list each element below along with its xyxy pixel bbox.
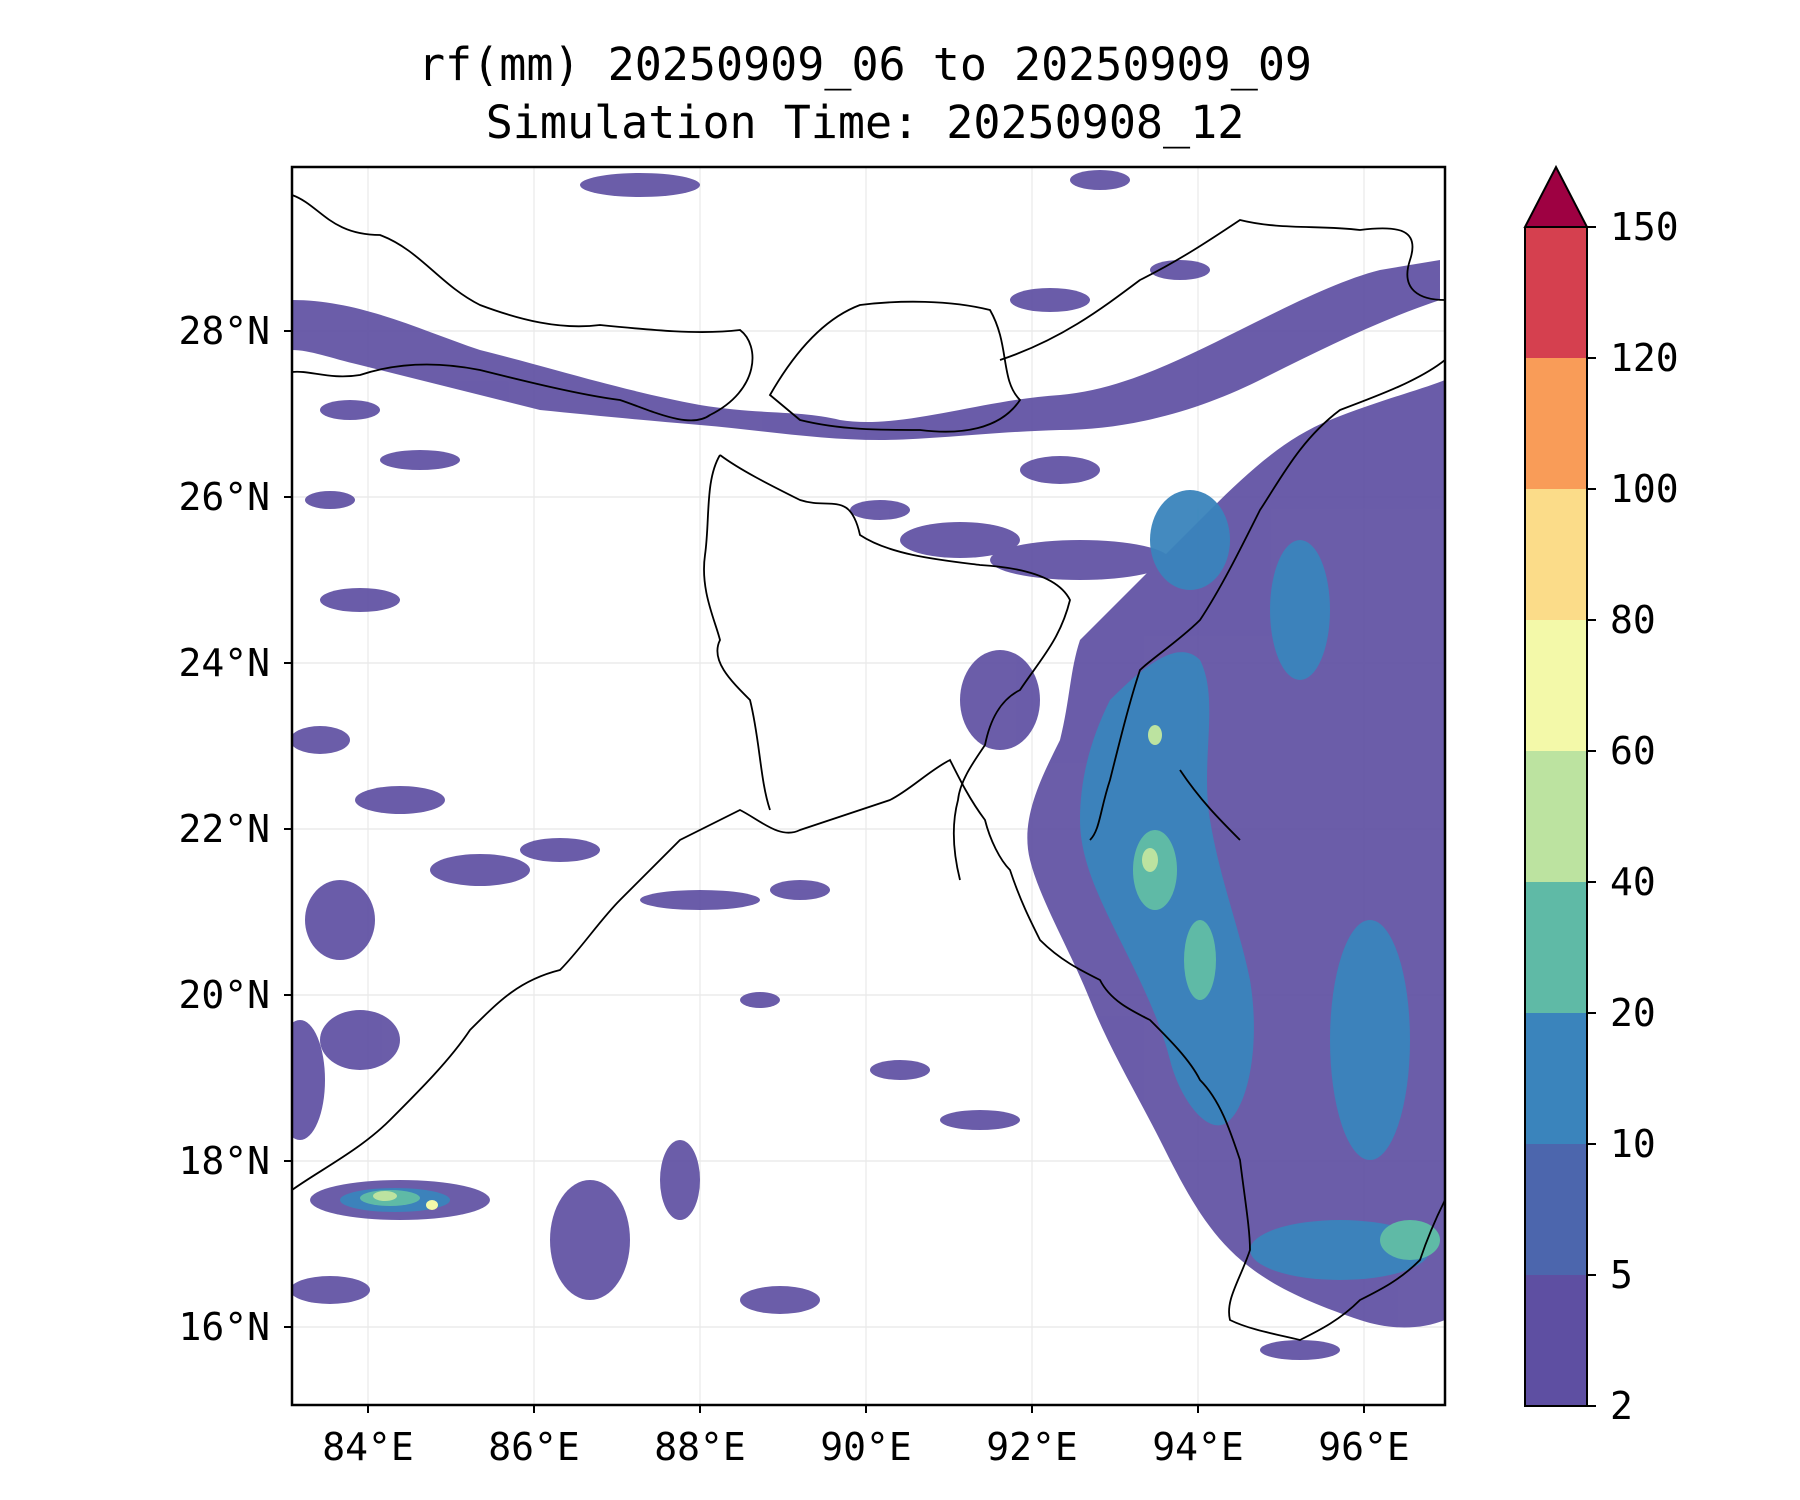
colorbar bbox=[1523, 164, 1596, 1407]
colorbar-segment-4 bbox=[1525, 751, 1587, 882]
colorbar-tick-label: 2 bbox=[1610, 1384, 1633, 1428]
colorbar-segment-2 bbox=[1525, 1013, 1587, 1144]
colorbar-extend-max bbox=[1523, 164, 1589, 228]
lon-tick-label: 96°E bbox=[1318, 1425, 1410, 1469]
lat-tick-label: 24°N bbox=[178, 641, 270, 685]
lon-tick-label: 90°E bbox=[820, 1425, 912, 1469]
colorbar-segment-6 bbox=[1525, 489, 1587, 620]
lat-tick-label: 16°N bbox=[178, 1305, 270, 1349]
colorbar-tick-label: 20 bbox=[1610, 991, 1656, 1035]
lat-tick-label: 18°N bbox=[178, 1139, 270, 1183]
rainfall-field bbox=[292, 170, 1445, 1360]
map-title-line1: rf(mm) 20250909_06 to 20250909_09 bbox=[417, 38, 1313, 91]
lat-tick-label: 28°N bbox=[178, 309, 270, 353]
colorbar-segment-0 bbox=[1525, 1275, 1587, 1406]
map-title-line2: Simulation Time: 20250908_12 bbox=[485, 96, 1245, 149]
colorbar-tick-label: 120 bbox=[1610, 336, 1679, 380]
colorbar-tick-label: 80 bbox=[1610, 598, 1656, 642]
lon-tick-label: 92°E bbox=[986, 1425, 1078, 1469]
colorbar-segment-3 bbox=[1525, 882, 1587, 1013]
colorbar-segment-5 bbox=[1525, 620, 1587, 751]
colorbar-tick-label: 60 bbox=[1610, 729, 1656, 773]
colorbar-segment-7 bbox=[1525, 358, 1587, 489]
lon-tick-label: 84°E bbox=[322, 1425, 414, 1469]
colorbar-tick-label: 5 bbox=[1610, 1253, 1633, 1297]
lon-tick-label: 88°E bbox=[654, 1425, 746, 1469]
axis-ticks bbox=[284, 330, 1365, 1413]
lat-tick-label: 20°N bbox=[178, 973, 270, 1017]
map-frame bbox=[290, 165, 1447, 1407]
lat-tick-label: 22°N bbox=[178, 807, 270, 851]
lon-tick-label: 94°E bbox=[1152, 1425, 1244, 1469]
colorbar-tick-label: 10 bbox=[1610, 1122, 1656, 1166]
colorbar-segment-8 bbox=[1525, 227, 1587, 358]
colorbar-tick-label: 150 bbox=[1610, 205, 1679, 249]
colorbar-segment-1 bbox=[1525, 1144, 1587, 1275]
colorbar-tick-label: 100 bbox=[1610, 467, 1679, 511]
lon-tick-label: 86°E bbox=[488, 1425, 580, 1469]
coastlines-borders bbox=[292, 194, 1445, 1341]
lat-tick-label: 26°N bbox=[178, 475, 270, 519]
colorbar-tick-label: 40 bbox=[1610, 860, 1656, 904]
